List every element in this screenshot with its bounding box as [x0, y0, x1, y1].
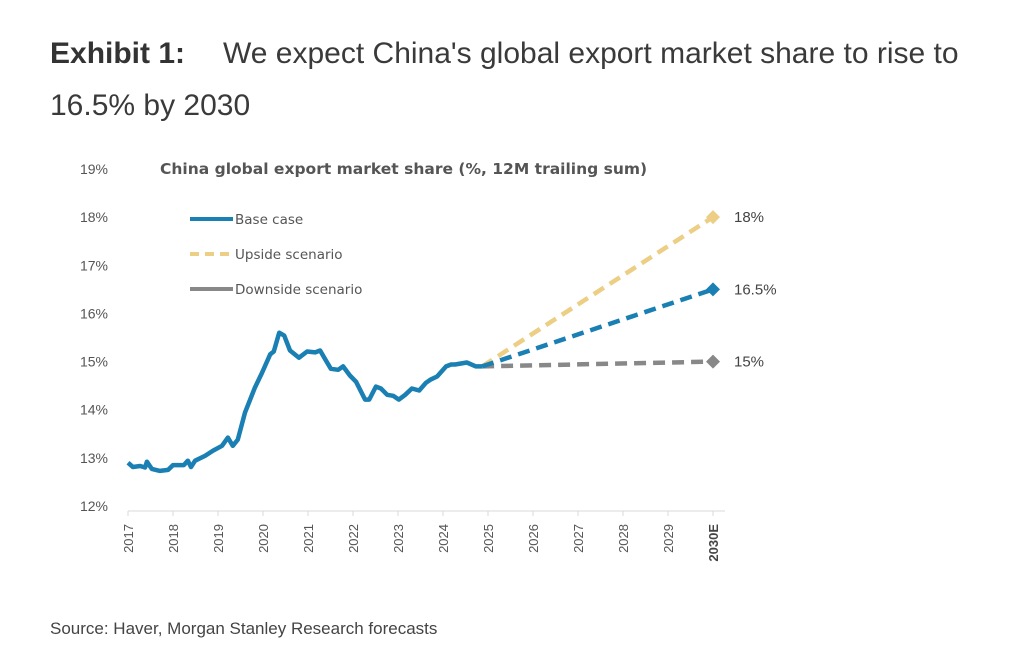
- plot-lines: 18% 15% 16.5%: [126, 209, 777, 474]
- series-line-downside-scenario: [482, 359, 714, 369]
- end-marker-diamond: [706, 354, 720, 369]
- x-tick-label: 2021: [301, 524, 316, 553]
- legend-label: Upside scenario: [235, 247, 343, 263]
- x-axis: 2017 2018 2019 2020 2021 2022 2023 2024 2025 2026…: [121, 510, 725, 562]
- x-tick-label: 2019: [211, 524, 226, 553]
- y-tick-label: 19%: [80, 161, 108, 177]
- x-tick-label: 2027: [571, 524, 586, 553]
- end-value-label: 18%: [734, 209, 764, 226]
- end-marker-diamond: [706, 210, 720, 225]
- x-tick-label: 2022: [346, 524, 361, 553]
- source-note: Source: Haver, Morgan Stanley Research f…: [50, 619, 438, 638]
- exhibit-title: Exhibit 1: We expect China's global expor…: [50, 28, 990, 132]
- legend-label: Downside scenario: [235, 282, 362, 298]
- end-marker-diamond: [706, 282, 720, 297]
- y-tick-label: 12%: [80, 498, 108, 514]
- x-tick-label: 2030E: [706, 524, 721, 562]
- exhibit-label: Exhibit 1:: [50, 37, 186, 70]
- y-tick-label: 14%: [80, 402, 108, 418]
- x-tick-label: 2023: [391, 524, 406, 553]
- x-tick-label: 2018: [166, 524, 181, 553]
- exhibit-headline: We expect China's global export market s…: [50, 37, 959, 122]
- x-tick-label: 2024: [436, 524, 451, 553]
- y-tick-label: 13%: [80, 450, 108, 466]
- x-tick-label: 2026: [526, 524, 541, 553]
- x-tick-label: 2020: [256, 524, 271, 553]
- series-line-base-case: [126, 330, 483, 474]
- x-tick-label: 2028: [616, 524, 631, 553]
- end-value-label: 15%: [734, 354, 764, 371]
- series-line-upside-scenario: [480, 215, 715, 369]
- x-tick-label: 2017: [121, 524, 136, 553]
- legend: Base case Upside scenario Downside scenari…: [190, 212, 362, 298]
- y-axis: 12% 13% 14% 15% 16% 17% 18% 19%: [80, 161, 108, 514]
- y-tick-label: 18%: [80, 209, 108, 225]
- x-tick-label: 2029: [661, 524, 676, 553]
- end-value-label: 16.5%: [734, 281, 777, 298]
- x-tick-label: 2025: [481, 524, 496, 553]
- y-tick-label: 17%: [80, 257, 108, 273]
- series-line-base-case-forecast: [481, 287, 714, 369]
- chart-title: China global export market share (%, 12M…: [160, 160, 647, 178]
- y-tick-label: 16%: [80, 305, 108, 321]
- legend-label: Base case: [235, 212, 303, 228]
- y-tick-label: 15%: [80, 354, 108, 370]
